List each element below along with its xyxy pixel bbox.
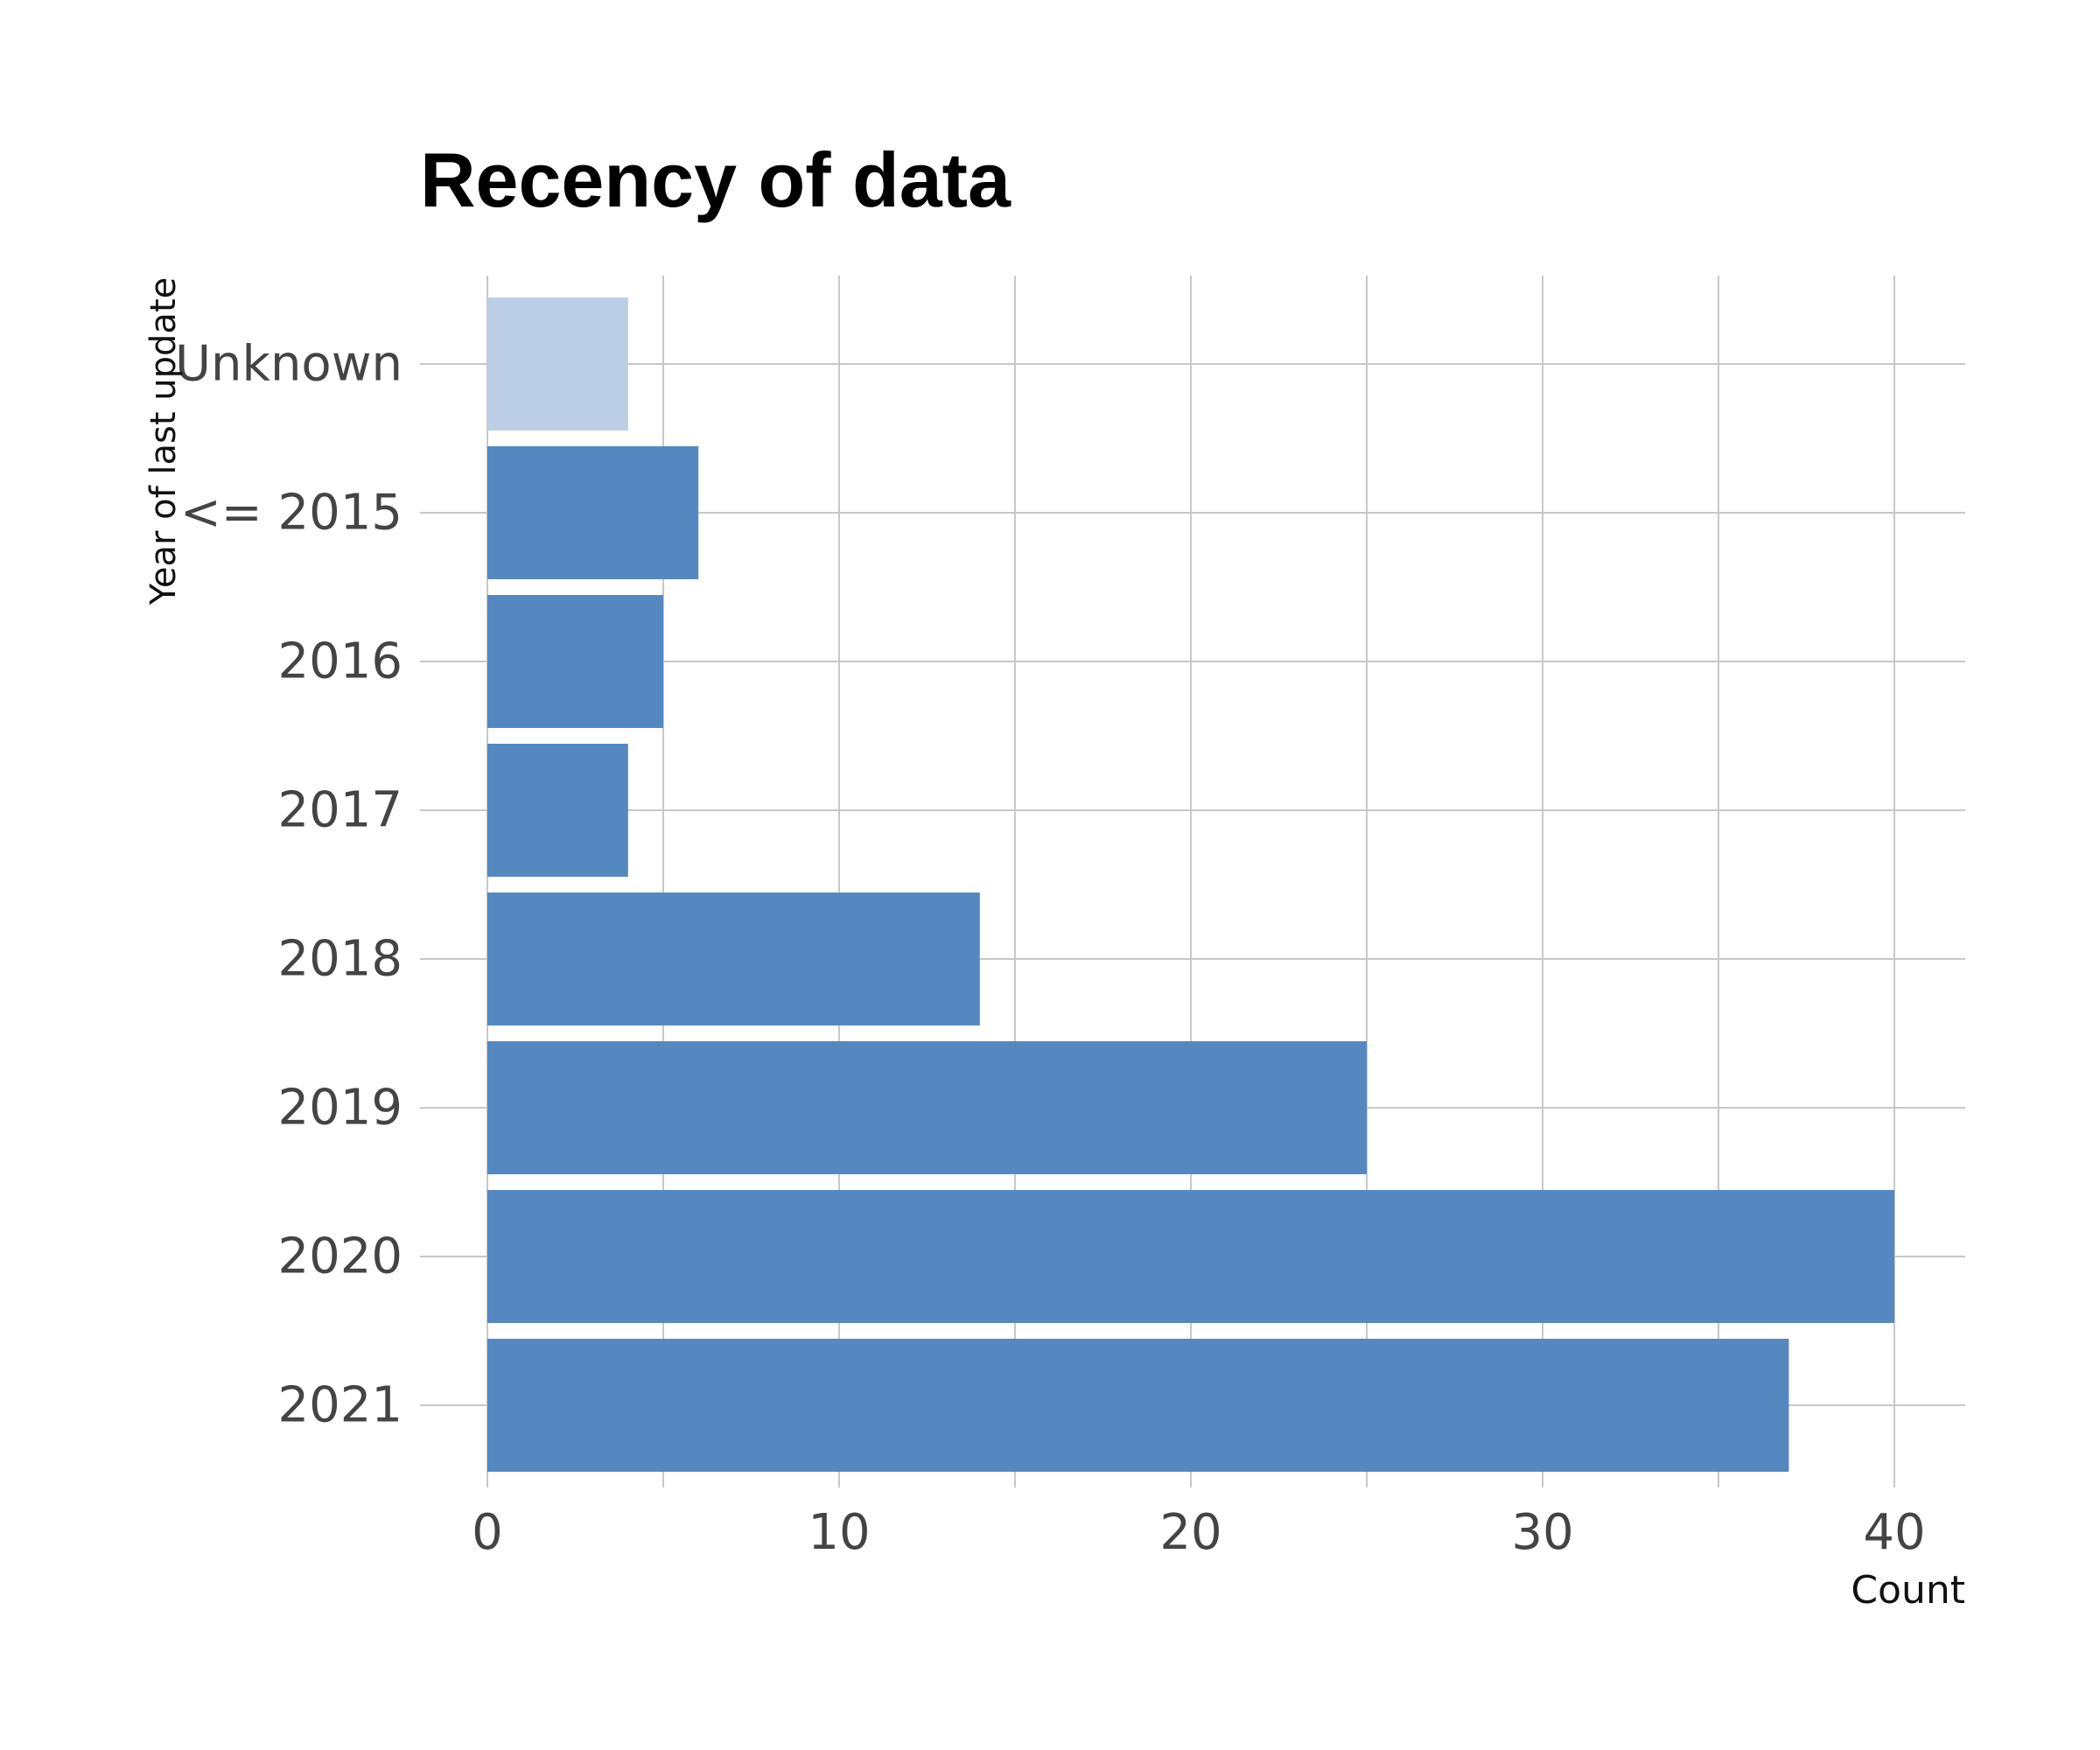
y-axis-title: Year of last update <box>144 277 184 606</box>
y-tick-label: 2020 <box>277 1228 402 1285</box>
y-tick-label: Unknown <box>175 336 402 393</box>
y-tick-label: 2018 <box>277 931 402 988</box>
bar <box>487 1190 1894 1323</box>
y-tick-label: 2016 <box>277 634 402 690</box>
x-axis-tick-labels: 0 10 20 30 40 <box>472 1504 1925 1561</box>
x-axis-title: Count <box>1851 1568 1965 1613</box>
bars <box>487 298 1894 1472</box>
chart-title: Recency of data <box>420 136 1012 223</box>
y-tick-label: <= 2015 <box>180 485 402 542</box>
bar <box>487 744 628 877</box>
bar <box>487 446 699 579</box>
x-tick-label: 30 <box>1511 1504 1573 1561</box>
x-tick-label: 0 <box>472 1504 503 1561</box>
bar <box>487 1041 1367 1174</box>
y-axis-tick-labels: Unknown <= 2015 2016 2017 2018 2019 2020 2021 <box>175 336 402 1434</box>
bar <box>487 298 628 430</box>
bar <box>487 1339 1789 1472</box>
y-tick-label: 2021 <box>277 1377 402 1434</box>
bar <box>487 892 980 1026</box>
x-tick-label: 40 <box>1863 1504 1925 1561</box>
y-tick-label: 2017 <box>277 782 402 839</box>
x-tick-label: 10 <box>808 1504 870 1561</box>
bar <box>487 595 663 728</box>
y-tick-label: 2019 <box>277 1080 402 1137</box>
x-tick-label: 20 <box>1159 1504 1222 1561</box>
